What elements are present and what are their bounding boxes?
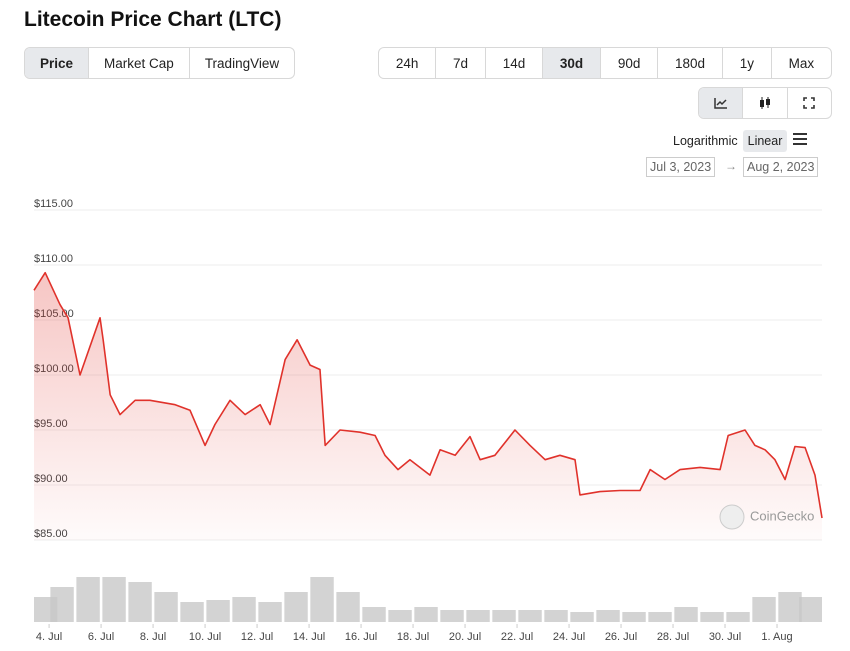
date-to[interactable]: Aug 2, 2023 [743, 157, 819, 177]
x-tick-label: 22. Jul [501, 631, 533, 643]
x-tick-label: 16. Jul [345, 631, 377, 643]
volume-bar [648, 612, 672, 622]
volume-bar [180, 602, 204, 622]
x-tick-label: 28. Jul [657, 631, 689, 643]
volume-bar [50, 587, 74, 622]
volume-bar [778, 592, 802, 622]
scale-toggle: Logarithmic Linear [668, 129, 813, 152]
x-tick-label: 6. Jul [88, 631, 114, 643]
scale-option[interactable]: Logarithmic [673, 133, 738, 148]
volume-bar [799, 597, 822, 622]
x-tick-label: 30. Jul [709, 631, 741, 643]
page-title: Litecoin Price Chart (LTC) [24, 8, 282, 31]
fullscreen-button[interactable] [788, 88, 831, 118]
watermark-text: CoinGecko [750, 508, 814, 523]
volume-bar [518, 610, 542, 622]
volume-bar [206, 600, 230, 622]
watermark: CoinGecko [719, 504, 814, 530]
volume-bar [674, 607, 698, 622]
line-view-button[interactable] [699, 88, 744, 118]
volume-bar [570, 612, 594, 622]
volume-bar [492, 610, 516, 622]
range-button[interactable]: 24h [379, 48, 437, 78]
range-button[interactable]: 7d [436, 48, 486, 78]
date-arrow: → [725, 159, 737, 173]
volume-bar [726, 612, 750, 622]
x-tick-label: 20. Jul [449, 631, 481, 643]
range-button[interactable]: 90d [601, 48, 659, 78]
tab[interactable]: Price [25, 48, 90, 78]
volume-bar [544, 610, 568, 622]
range-button[interactable]: 1y [723, 48, 772, 78]
volume-bar [76, 577, 100, 622]
volume-bar [440, 610, 464, 622]
range-button[interactable]: 30d [543, 48, 601, 78]
volume-bar [284, 592, 308, 622]
x-tick-label: 8. Jul [140, 631, 166, 643]
date-from[interactable]: Jul 3, 2023 [646, 157, 716, 177]
volume-bar [466, 610, 490, 622]
volume-bar [414, 607, 438, 622]
scale-option[interactable]: Linear [742, 129, 788, 152]
menu-button[interactable] [787, 129, 813, 152]
y-tick-label: $115.00 [34, 198, 73, 210]
price-line [33, 271, 823, 519]
volume-bar [752, 597, 776, 622]
volume-bar [128, 582, 152, 622]
x-tick-label: 12. Jul [241, 631, 273, 643]
tab-group: Price Market Cap TradingView [24, 47, 296, 79]
view-group [698, 87, 832, 119]
x-tick-label: 10. Jul [189, 631, 221, 643]
volume-bar [336, 592, 360, 622]
x-tick-label: 26. Jul [605, 631, 637, 643]
y-tick-label: $110.00 [34, 253, 73, 265]
range-button[interactable]: 14d [486, 48, 544, 78]
volume-bar [154, 592, 178, 622]
volume-bar [362, 607, 386, 622]
x-tick-label: 24. Jul [553, 631, 585, 643]
volume-bar [622, 612, 646, 622]
range-button[interactable]: 180d [658, 48, 723, 78]
volume-bar [310, 577, 334, 622]
range-button[interactable]: Max [788, 55, 815, 71]
range-group: 24h 7d 14d 30d 90d 180d 1y Max [378, 47, 832, 79]
volume-bar [102, 577, 126, 622]
x-tick-label: 4. Jul [36, 631, 62, 643]
volume-bar [700, 612, 724, 622]
volume-bar [596, 610, 620, 622]
x-tick-label: 18. Jul [397, 631, 429, 643]
volume-bar [232, 597, 256, 622]
x-tick-label: 1. Aug [761, 631, 792, 643]
x-tick-label: 14. Jul [293, 631, 325, 643]
tab[interactable]: TradingView [204, 55, 280, 71]
volume-bar [258, 602, 282, 622]
volume-bar [388, 610, 412, 622]
price-area [34, 272, 822, 540]
tab[interactable]: Market Cap [89, 48, 190, 78]
candle-view-button[interactable] [743, 88, 788, 118]
